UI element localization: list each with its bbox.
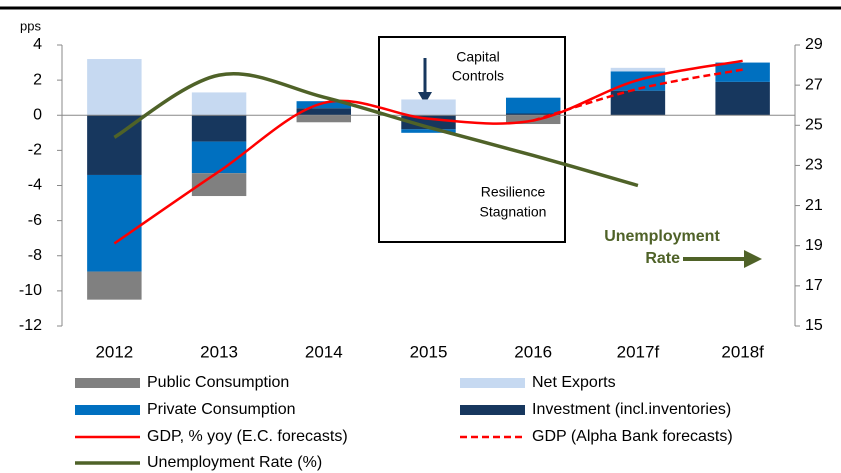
bar-segment — [296, 101, 352, 109]
legend-swatch — [460, 405, 525, 415]
bar-segment — [191, 115, 247, 142]
arrow-head — [744, 250, 762, 268]
line-series — [113, 59, 743, 245]
bar-segment — [610, 67, 666, 72]
bar-segment — [715, 81, 770, 116]
y-tick-label: -12 — [19, 317, 42, 334]
bar-segment — [715, 62, 770, 82]
bar-segment — [401, 129, 456, 133]
annotation: Capital — [456, 49, 500, 65]
annotation: Controls — [452, 68, 504, 84]
y-tick-label: -2 — [28, 142, 42, 159]
y2-tick-label: 23 — [805, 157, 823, 174]
bar-segment — [296, 108, 352, 116]
legend-label: Unemployment Rate (%) — [147, 454, 322, 471]
y-tick-label: -6 — [28, 212, 42, 229]
annotation: Unemployment — [604, 228, 720, 245]
bar-segment — [87, 174, 142, 272]
x-tick-label: 2012 — [95, 342, 133, 361]
x-tick-label: 2016 — [514, 342, 552, 361]
bar-segment — [87, 271, 142, 300]
legend-label: GDP (Alpha Bank forecasts) — [532, 428, 733, 445]
legend-swatch — [460, 378, 525, 388]
y-tick-label: -8 — [28, 247, 42, 264]
legend-label: Private Consumption — [147, 401, 296, 418]
legend-label: Public Consumption — [147, 374, 289, 391]
y2-tick-label: 25 — [805, 117, 823, 134]
bar-segment — [505, 97, 561, 114]
legend-label: Investment (incl.inventories) — [532, 401, 731, 418]
y2-tick-label: 15 — [805, 317, 823, 334]
x-tick-label: 2018f — [721, 342, 764, 361]
x-tick-label: 2015 — [410, 342, 448, 361]
bar-segment — [191, 92, 247, 116]
y-axis-unit: pps — [20, 18, 41, 33]
y2-tick-label: 19 — [805, 237, 823, 254]
line-series — [532, 68, 743, 122]
y2-tick-label: 29 — [805, 36, 823, 53]
legend-label: Net Exports — [532, 374, 616, 391]
annotation: Rate — [645, 250, 680, 267]
bar-segment — [401, 99, 456, 116]
legend-swatch — [75, 378, 140, 388]
y-tick-label: 0 — [33, 106, 42, 123]
y2-tick-label: 27 — [805, 76, 823, 93]
annotation: Resilience — [481, 184, 546, 200]
y2-tick-label: 17 — [805, 277, 823, 294]
y-tick-label: 4 — [33, 36, 42, 53]
x-tick-label: 2017f — [617, 342, 660, 361]
y2-tick-label: 21 — [805, 197, 823, 214]
line-series — [113, 72, 639, 188]
bar-segment — [296, 115, 352, 123]
legend-swatch — [75, 405, 140, 415]
highlight-box — [378, 36, 566, 243]
x-tick-label: 2013 — [200, 342, 238, 361]
legend-label: GDP, % yoy (E.C. forecasts) — [147, 428, 348, 445]
bar-segment — [191, 173, 247, 197]
y-tick-label: -4 — [28, 177, 42, 194]
y-tick-label: 2 — [33, 71, 42, 88]
arrow-head — [418, 92, 432, 104]
bar-segment — [87, 59, 142, 116]
bar-segment — [505, 113, 561, 116]
x-tick-label: 2014 — [305, 342, 343, 361]
y-tick-label: -10 — [19, 282, 42, 299]
annotation: Stagnation — [480, 204, 547, 220]
